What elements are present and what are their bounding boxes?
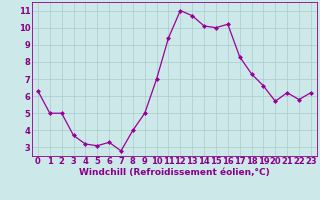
- X-axis label: Windchill (Refroidissement éolien,°C): Windchill (Refroidissement éolien,°C): [79, 168, 270, 177]
